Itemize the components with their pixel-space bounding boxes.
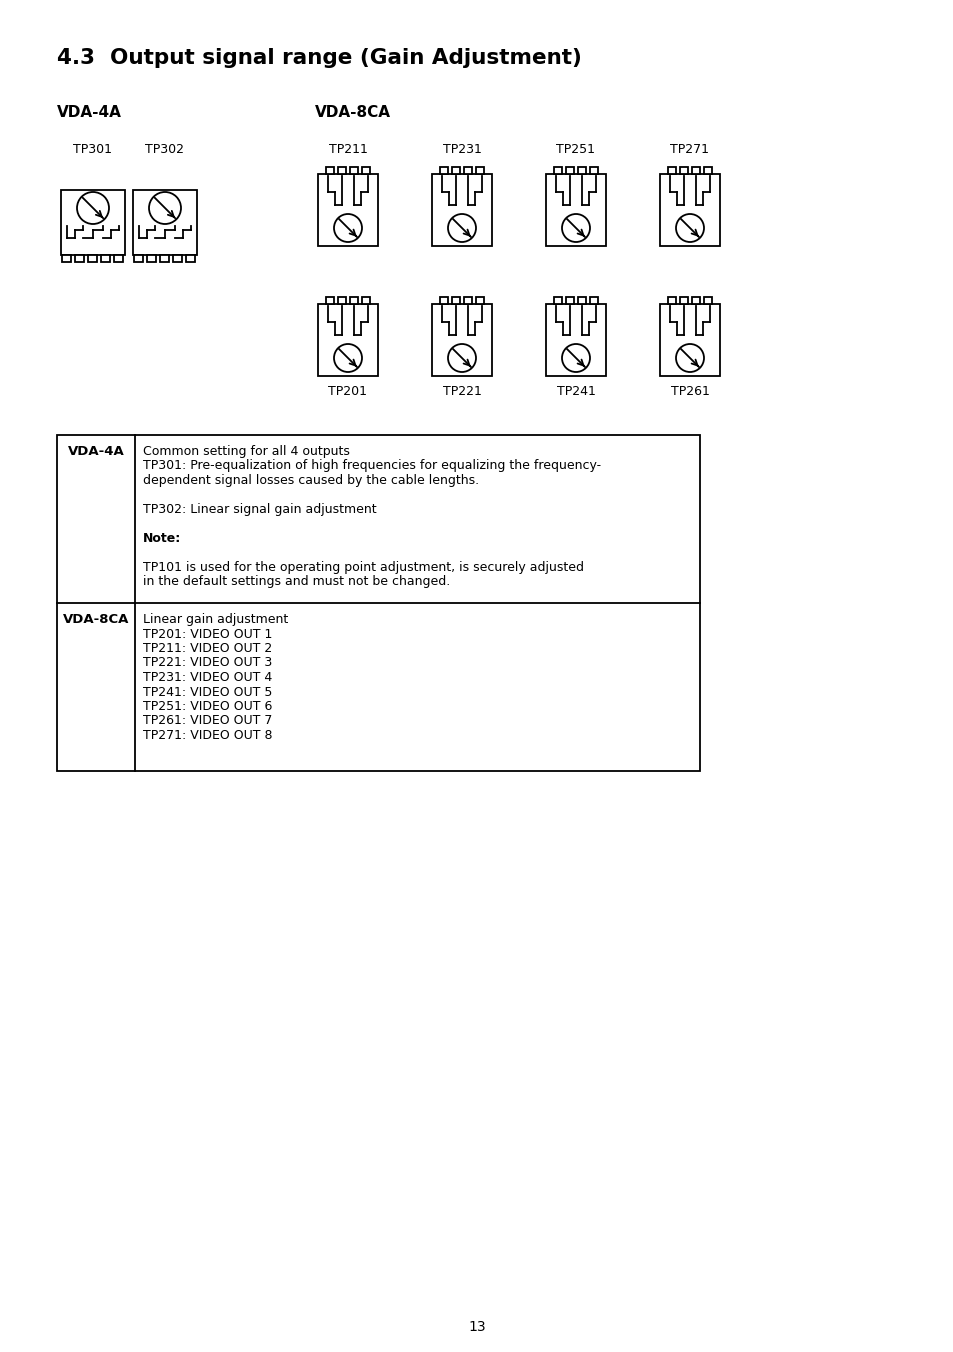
Bar [679, 297, 687, 304]
Text: TP241: VIDEO OUT 5: TP241: VIDEO OUT 5 [143, 685, 273, 699]
Bar [350, 297, 357, 304]
Bar [691, 297, 700, 304]
Bar [361, 168, 370, 174]
Text: Common setting for all 4 outputs: Common setting for all 4 outputs [143, 445, 350, 458]
Bar [337, 168, 346, 174]
Bar [432, 304, 492, 376]
Text: Note:: Note: [143, 531, 181, 545]
Text: TP251: TP251 [556, 143, 595, 155]
Bar [463, 297, 472, 304]
Text: 13: 13 [468, 1320, 485, 1334]
Bar [476, 297, 483, 304]
Text: TP211: VIDEO OUT 2: TP211: VIDEO OUT 2 [143, 642, 272, 654]
Text: TP271: VIDEO OUT 8: TP271: VIDEO OUT 8 [143, 729, 273, 742]
Circle shape [334, 343, 361, 372]
Bar [439, 297, 448, 304]
Text: TP301: Pre-equalization of high frequencies for equalizing the frequency-: TP301: Pre-equalization of high frequenc… [143, 460, 600, 472]
Bar [75, 256, 85, 262]
Text: VDA-8CA: VDA-8CA [314, 105, 391, 120]
Bar [326, 297, 334, 304]
Text: TP211: TP211 [328, 143, 367, 155]
Circle shape [676, 343, 703, 372]
Bar [703, 297, 711, 304]
Bar [148, 256, 156, 262]
Text: in the default settings and must not be changed.: in the default settings and must not be … [143, 576, 450, 588]
Bar [337, 297, 346, 304]
Bar [554, 297, 561, 304]
Text: TP201: VIDEO OUT 1: TP201: VIDEO OUT 1 [143, 627, 273, 641]
Bar [659, 174, 720, 246]
Bar [565, 168, 574, 174]
Bar [476, 168, 483, 174]
Bar [361, 297, 370, 304]
Text: TP101 is used for the operating point adjustment, is securely adjusted: TP101 is used for the operating point ad… [143, 561, 583, 575]
Text: TP231: VIDEO OUT 4: TP231: VIDEO OUT 4 [143, 671, 272, 684]
Text: TP302: Linear signal gain adjustment: TP302: Linear signal gain adjustment [143, 503, 376, 516]
Circle shape [676, 214, 703, 242]
Bar [545, 174, 605, 246]
Text: TP261: TP261 [670, 385, 709, 397]
Bar [667, 297, 676, 304]
Text: TP201: TP201 [328, 385, 367, 397]
Bar [61, 191, 125, 256]
Bar [173, 256, 182, 262]
Bar [114, 256, 123, 262]
Bar [317, 304, 377, 376]
Text: TP221: TP221 [442, 385, 481, 397]
Bar [160, 256, 170, 262]
Bar [545, 304, 605, 376]
Text: TP241: TP241 [556, 385, 595, 397]
Text: TP302: TP302 [146, 143, 184, 155]
Circle shape [334, 214, 361, 242]
Text: Linear gain adjustment: Linear gain adjustment [143, 612, 288, 626]
Bar [432, 174, 492, 246]
Text: TP231: TP231 [442, 143, 481, 155]
Bar [589, 168, 598, 174]
Bar [452, 297, 459, 304]
Text: TP301: TP301 [73, 143, 112, 155]
Bar [63, 256, 71, 262]
Bar [703, 168, 711, 174]
Text: dependent signal losses caused by the cable lengths.: dependent signal losses caused by the ca… [143, 475, 478, 487]
Bar [578, 168, 585, 174]
Text: VDA-4A: VDA-4A [68, 445, 124, 458]
Bar [589, 297, 598, 304]
Text: 4.3  Output signal range (Gain Adjustment): 4.3 Output signal range (Gain Adjustment… [57, 49, 581, 68]
Bar [691, 168, 700, 174]
Text: TP251: VIDEO OUT 6: TP251: VIDEO OUT 6 [143, 700, 273, 713]
Text: TP221: VIDEO OUT 3: TP221: VIDEO OUT 3 [143, 657, 272, 669]
Bar [667, 168, 676, 174]
Bar [452, 168, 459, 174]
Bar [317, 174, 377, 246]
Circle shape [448, 343, 476, 372]
Circle shape [448, 214, 476, 242]
Bar [326, 168, 334, 174]
Bar [57, 435, 700, 771]
Bar [89, 256, 97, 262]
Bar [439, 168, 448, 174]
Bar [186, 256, 195, 262]
Circle shape [149, 192, 181, 224]
Bar [132, 191, 196, 256]
Bar [554, 168, 561, 174]
Text: TP261: VIDEO OUT 7: TP261: VIDEO OUT 7 [143, 714, 273, 727]
Circle shape [561, 343, 589, 372]
Circle shape [77, 192, 109, 224]
Bar [350, 168, 357, 174]
Bar [463, 168, 472, 174]
Bar [578, 297, 585, 304]
Text: VDA-8CA: VDA-8CA [63, 612, 129, 626]
Bar [679, 168, 687, 174]
Text: TP271: TP271 [670, 143, 709, 155]
Bar [565, 297, 574, 304]
Bar [101, 256, 111, 262]
Circle shape [561, 214, 589, 242]
Bar [659, 304, 720, 376]
Text: VDA-4A: VDA-4A [57, 105, 122, 120]
Bar [134, 256, 143, 262]
